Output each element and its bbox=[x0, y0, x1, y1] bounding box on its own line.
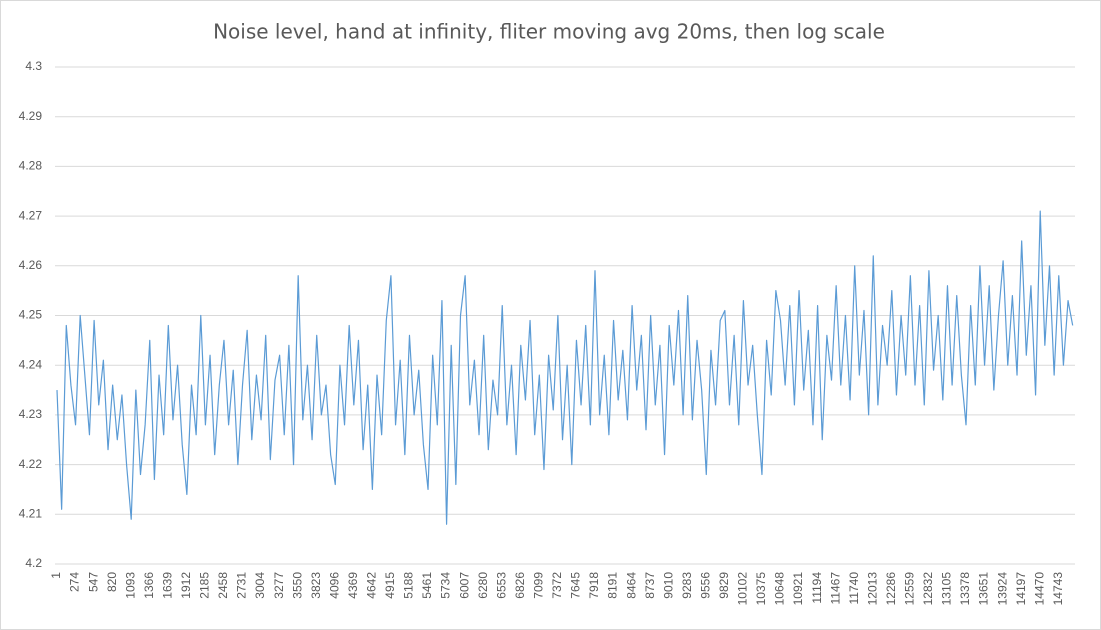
x-tick-label: 2731 bbox=[235, 572, 249, 599]
y-tick-label: 4.26 bbox=[19, 258, 43, 272]
x-tick-label: 12832 bbox=[921, 572, 935, 606]
x-tick-label: 1912 bbox=[179, 572, 193, 599]
x-tick-label: 6826 bbox=[513, 572, 527, 599]
x-tick-label: 7099 bbox=[532, 572, 546, 599]
x-tick-label: 12013 bbox=[865, 572, 879, 606]
x-tick-label: 3004 bbox=[253, 572, 267, 599]
x-tick-label: 7645 bbox=[569, 572, 583, 599]
y-tick-label: 4.25 bbox=[19, 308, 43, 322]
x-tick-label: 13378 bbox=[958, 572, 972, 606]
x-tick-label: 11194 bbox=[810, 572, 824, 604]
x-tick-label: 1093 bbox=[123, 572, 137, 599]
y-tick-label: 4.24 bbox=[19, 357, 43, 371]
chart-title: Noise level, hand at infinity, fliter mo… bbox=[213, 20, 885, 44]
x-tick-label: 2185 bbox=[198, 572, 212, 599]
x-tick-label: 5461 bbox=[420, 572, 434, 599]
x-tick-label: 2458 bbox=[216, 572, 230, 599]
y-tick-label: 4.23 bbox=[19, 407, 43, 421]
x-tick-label: 10921 bbox=[791, 572, 805, 606]
x-tick-label: 6280 bbox=[476, 572, 490, 599]
x-tick-label: 9010 bbox=[661, 572, 675, 599]
y-tick-label: 4.3 bbox=[25, 59, 42, 73]
x-tick-label: 8737 bbox=[643, 572, 657, 599]
x-tick-label: 9829 bbox=[717, 572, 731, 599]
x-tick-label: 8464 bbox=[624, 572, 638, 599]
x-tick-label: 4369 bbox=[346, 572, 360, 599]
x-tick-label: 9556 bbox=[698, 572, 712, 599]
x-tick-label: 5188 bbox=[402, 572, 416, 599]
y-tick-label: 4.21 bbox=[19, 506, 43, 520]
x-tick-label: 13105 bbox=[940, 572, 954, 606]
x-tick-label: 1639 bbox=[160, 572, 174, 599]
x-tick-label: 3550 bbox=[290, 572, 304, 599]
x-tick-label: 13924 bbox=[995, 572, 1009, 606]
x-tick-label: 11467 bbox=[828, 572, 842, 605]
x-tick-label: 6007 bbox=[457, 572, 471, 599]
x-tick-label: 14470 bbox=[1032, 572, 1046, 606]
data-line bbox=[56, 210, 1074, 525]
x-tick-label: 12286 bbox=[884, 572, 898, 606]
x-tick-label: 10102 bbox=[736, 572, 750, 606]
x-tick-label: 12559 bbox=[903, 572, 917, 606]
x-tick-label: 5734 bbox=[439, 572, 453, 599]
x-tick-label: 3277 bbox=[272, 572, 286, 599]
x-tick-label: 6553 bbox=[494, 572, 508, 599]
y-tick-label: 4.28 bbox=[19, 159, 43, 173]
x-tick-label: 4915 bbox=[383, 572, 397, 599]
x-tick-label: 274 bbox=[68, 572, 82, 592]
x-tick-label: 547 bbox=[86, 572, 100, 592]
x-tick-label: 4096 bbox=[327, 572, 341, 599]
x-tick-label: 10648 bbox=[773, 572, 787, 606]
x-tick-label: 1366 bbox=[142, 572, 156, 599]
x-tick-label: 10375 bbox=[754, 572, 768, 606]
x-tick-label: 7372 bbox=[550, 572, 564, 599]
x-tick-label: 4642 bbox=[365, 572, 379, 599]
x-tick-label: 9283 bbox=[680, 572, 694, 599]
x-tick-label: 14743 bbox=[1051, 572, 1065, 606]
y-tick-label: 4.29 bbox=[19, 109, 43, 123]
x-tick-label: 13651 bbox=[977, 572, 991, 606]
x-tick-label: 3823 bbox=[309, 572, 323, 599]
x-tick-label: 8191 bbox=[606, 572, 620, 599]
x-tick-label: 7918 bbox=[587, 572, 601, 599]
x-tick-label: 14197 bbox=[1014, 572, 1028, 606]
y-tick-label: 4.27 bbox=[19, 208, 43, 222]
y-tick-label: 4.22 bbox=[19, 457, 43, 471]
y-tick-label: 4.2 bbox=[25, 556, 42, 570]
x-tick-label: 820 bbox=[105, 572, 119, 592]
x-tick-label: 1 bbox=[49, 572, 63, 579]
x-tick-label: 11740 bbox=[847, 572, 861, 605]
